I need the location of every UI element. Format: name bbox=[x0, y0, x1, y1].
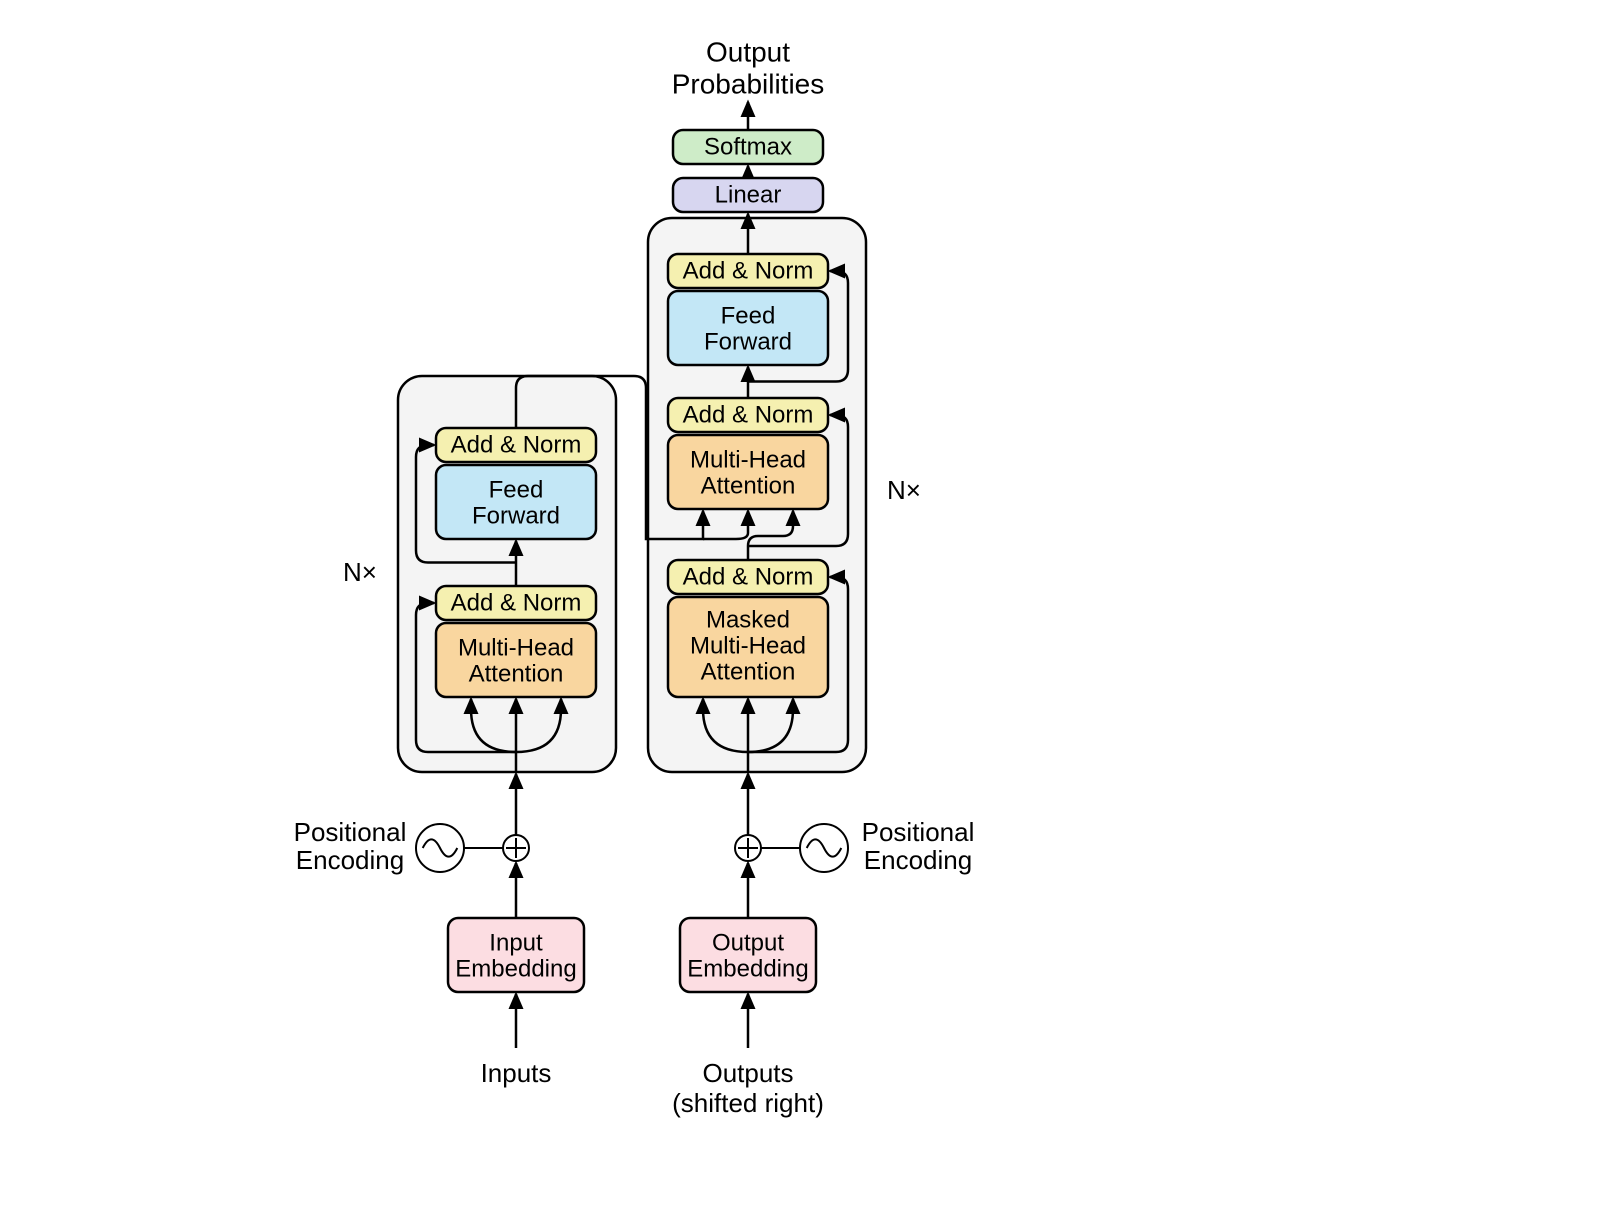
decoder-addnorm3-block: Add & Norm bbox=[668, 254, 828, 288]
encoder-addnorm1-block: Add & Norm bbox=[436, 586, 596, 620]
posenc-left-l1: Positional bbox=[294, 817, 407, 847]
svg-text:Softmax: Softmax bbox=[704, 133, 792, 160]
svg-text:Forward: Forward bbox=[472, 502, 560, 529]
svg-text:Add & Norm: Add & Norm bbox=[683, 257, 814, 284]
svg-text:Input: Input bbox=[489, 929, 543, 956]
output-prob-l1: Output bbox=[706, 36, 790, 67]
output-prob-l2: Probabilities bbox=[672, 68, 825, 99]
transformer-diagram: Multi-Head Attention Add & Norm Feed For… bbox=[0, 0, 1616, 1212]
linear-block: Linear bbox=[673, 178, 823, 212]
svg-text:Add & Norm: Add & Norm bbox=[683, 563, 814, 590]
outputs-label-l2: (shifted right) bbox=[672, 1088, 824, 1118]
svg-text:Forward: Forward bbox=[704, 328, 792, 355]
outputs-label-l1: Outputs bbox=[702, 1058, 793, 1088]
plus-node-encoder bbox=[503, 835, 529, 861]
svg-text:Attention: Attention bbox=[469, 660, 564, 687]
decoder-ff-block: Feed Forward bbox=[668, 291, 828, 365]
svg-text:Linear: Linear bbox=[715, 181, 782, 208]
output-embedding-block: Output Embedding bbox=[680, 918, 816, 992]
svg-text:Add & Norm: Add & Norm bbox=[451, 589, 582, 616]
input-embedding-block: Input Embedding bbox=[448, 918, 584, 992]
svg-text:Multi-Head: Multi-Head bbox=[690, 446, 806, 473]
decoder-mmha-block: Masked Multi-Head Attention bbox=[668, 597, 828, 697]
encoder-addnorm2-block: Add & Norm bbox=[436, 428, 596, 462]
nx-right: N× bbox=[887, 475, 921, 505]
svg-text:Attention: Attention bbox=[701, 658, 796, 685]
posenc-right-l2: Encoding bbox=[864, 845, 972, 875]
svg-text:Embedding: Embedding bbox=[687, 955, 808, 982]
plus-node-decoder bbox=[735, 835, 761, 861]
decoder-mha-block: Multi-Head Attention bbox=[668, 435, 828, 509]
svg-text:Masked: Masked bbox=[706, 606, 790, 633]
svg-text:Attention: Attention bbox=[701, 472, 796, 499]
nx-left: N× bbox=[343, 557, 377, 587]
positional-encoding-icon-left bbox=[416, 824, 464, 872]
svg-text:Add & Norm: Add & Norm bbox=[683, 401, 814, 428]
encoder-mha-block: Multi-Head Attention bbox=[436, 623, 596, 697]
decoder-addnorm2-block: Add & Norm bbox=[668, 398, 828, 432]
svg-text:Feed: Feed bbox=[721, 302, 776, 329]
positional-encoding-icon-right bbox=[800, 824, 848, 872]
svg-text:Embedding: Embedding bbox=[455, 955, 576, 982]
softmax-block: Softmax bbox=[673, 130, 823, 164]
svg-text:Multi-Head: Multi-Head bbox=[458, 634, 574, 661]
svg-text:Output: Output bbox=[712, 929, 784, 956]
svg-text:Multi-Head: Multi-Head bbox=[690, 632, 806, 659]
encoder-ff-block: Feed Forward bbox=[436, 465, 596, 539]
svg-text:Add & Norm: Add & Norm bbox=[451, 431, 582, 458]
inputs-label: Inputs bbox=[481, 1058, 552, 1088]
decoder-addnorm1-block: Add & Norm bbox=[668, 560, 828, 594]
posenc-right-l1: Positional bbox=[862, 817, 975, 847]
svg-text:Feed: Feed bbox=[489, 476, 544, 503]
posenc-left-l2: Encoding bbox=[296, 845, 404, 875]
